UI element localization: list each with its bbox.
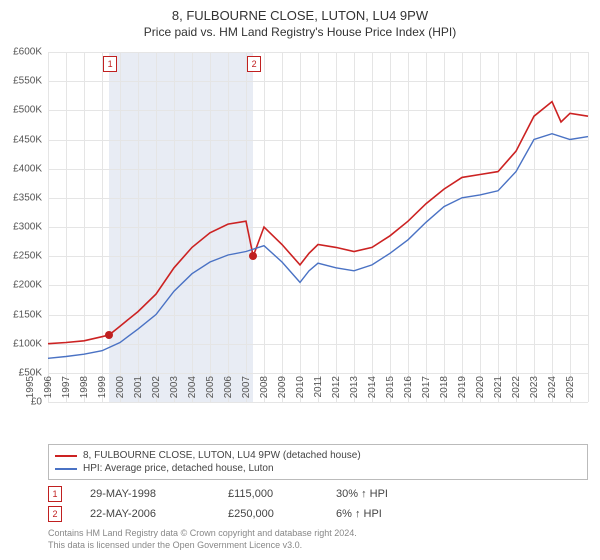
x-tick-label: 2019 bbox=[457, 376, 468, 406]
y-tick-label: £450K bbox=[13, 134, 42, 145]
x-tick-label: 2008 bbox=[259, 376, 270, 406]
legend: 8, FULBOURNE CLOSE, LUTON, LU4 9PW (deta… bbox=[48, 444, 588, 480]
x-tick-label: 1995 bbox=[25, 376, 36, 406]
y-tick-label: £600K bbox=[13, 47, 42, 58]
x-tick-label: 2011 bbox=[313, 376, 324, 406]
x-tick-label: 2007 bbox=[241, 376, 252, 406]
legend-label: HPI: Average price, detached house, Luto… bbox=[83, 463, 274, 474]
transaction-row: 2 22-MAY-2006 £250,000 6% ↑ HPI bbox=[48, 504, 588, 524]
x-tick-label: 2002 bbox=[151, 376, 162, 406]
x-tick-label: 2000 bbox=[115, 376, 126, 406]
y-tick-label: £400K bbox=[13, 163, 42, 174]
y-tick-label: £250K bbox=[13, 251, 42, 262]
transaction-callout: 1 bbox=[103, 56, 117, 72]
x-tick-label: 1999 bbox=[97, 376, 108, 406]
transaction-price: £250,000 bbox=[228, 508, 308, 520]
x-tick-label: 2020 bbox=[475, 376, 486, 406]
transaction-price: £115,000 bbox=[228, 488, 308, 500]
legend-label: 8, FULBOURNE CLOSE, LUTON, LU4 9PW (deta… bbox=[83, 450, 361, 461]
transaction-delta: 6% ↑ HPI bbox=[336, 508, 416, 520]
y-tick-label: £300K bbox=[13, 222, 42, 233]
footer-line1: Contains HM Land Registry data © Crown c… bbox=[48, 528, 588, 540]
transactions-table: 1 29-MAY-1998 £115,000 30% ↑ HPI 2 22-MAY-200… bbox=[48, 484, 588, 524]
x-tick-label: 2001 bbox=[133, 376, 144, 406]
x-tick-label: 2003 bbox=[169, 376, 180, 406]
x-tick-label: 2018 bbox=[439, 376, 450, 406]
x-tick-label: 2024 bbox=[547, 376, 558, 406]
transaction-number: 2 bbox=[48, 506, 62, 522]
legend-item: 8, FULBOURNE CLOSE, LUTON, LU4 9PW (deta… bbox=[55, 449, 581, 462]
chart-area: 12 £0£50K£100K£150K£200K£250K£300K£350K£… bbox=[48, 52, 588, 402]
chart-lines bbox=[48, 52, 588, 402]
y-tick-label: £500K bbox=[13, 105, 42, 116]
x-tick-label: 2004 bbox=[187, 376, 198, 406]
x-tick-label: 2025 bbox=[565, 376, 576, 406]
legend-swatch bbox=[55, 468, 77, 470]
x-tick-label: 2023 bbox=[529, 376, 540, 406]
x-tick-label: 1996 bbox=[43, 376, 54, 406]
x-tick-label: 2016 bbox=[403, 376, 414, 406]
page-subtitle: Price paid vs. HM Land Registry's House … bbox=[0, 23, 600, 39]
transaction-callout: 2 bbox=[247, 56, 261, 72]
legend-swatch bbox=[55, 455, 77, 457]
transaction-date: 22-MAY-2006 bbox=[90, 508, 200, 520]
x-tick-label: 1998 bbox=[79, 376, 90, 406]
x-tick-label: 1997 bbox=[61, 376, 72, 406]
series-hpi bbox=[48, 134, 588, 359]
x-tick-label: 2012 bbox=[331, 376, 342, 406]
x-tick-label: 2022 bbox=[511, 376, 522, 406]
x-tick-label: 2013 bbox=[349, 376, 360, 406]
transaction-marker bbox=[249, 252, 257, 260]
x-tick-label: 2021 bbox=[493, 376, 504, 406]
x-tick-label: 2005 bbox=[205, 376, 216, 406]
transaction-row: 1 29-MAY-1998 £115,000 30% ↑ HPI bbox=[48, 484, 588, 504]
chart-container: 8, FULBOURNE CLOSE, LUTON, LU4 9PW Price… bbox=[0, 0, 600, 560]
legend-item: HPI: Average price, detached house, Luto… bbox=[55, 462, 581, 475]
x-tick-label: 2009 bbox=[277, 376, 288, 406]
y-tick-label: £550K bbox=[13, 76, 42, 87]
y-tick-label: £200K bbox=[13, 280, 42, 291]
footer-line2: This data is licensed under the Open Gov… bbox=[48, 540, 588, 552]
transaction-number: 1 bbox=[48, 486, 62, 502]
transaction-date: 29-MAY-1998 bbox=[90, 488, 200, 500]
x-tick-label: 2014 bbox=[367, 376, 378, 406]
transaction-marker bbox=[105, 331, 113, 339]
y-tick-label: £150K bbox=[13, 309, 42, 320]
x-tick-label: 2017 bbox=[421, 376, 432, 406]
x-tick-label: 2006 bbox=[223, 376, 234, 406]
series-price_paid bbox=[48, 102, 588, 344]
y-tick-label: £100K bbox=[13, 338, 42, 349]
x-tick-label: 2015 bbox=[385, 376, 396, 406]
footer-attribution: Contains HM Land Registry data © Crown c… bbox=[48, 528, 588, 551]
transaction-delta: 30% ↑ HPI bbox=[336, 488, 416, 500]
page-title: 8, FULBOURNE CLOSE, LUTON, LU4 9PW bbox=[0, 0, 600, 23]
y-tick-label: £350K bbox=[13, 192, 42, 203]
x-tick-label: 2010 bbox=[295, 376, 306, 406]
